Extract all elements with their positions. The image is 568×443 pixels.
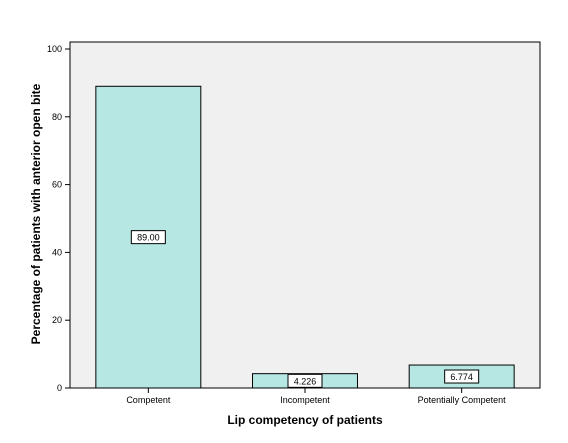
- data-label: 89.00: [137, 233, 160, 243]
- x-axis: Competent Incompetent Potentially Competen…: [126, 388, 506, 405]
- x-tick-label: Competent: [126, 395, 171, 405]
- y-tick-label: 100: [47, 44, 62, 54]
- data-labels: 89.00 4.226 6.774: [130, 230, 480, 388]
- x-axis-title: Lip competency of patients: [227, 413, 383, 427]
- y-tick-label: 20: [52, 315, 62, 325]
- y-axis-title: Percentage of patients with anterior ope…: [29, 83, 43, 344]
- y-tick-label: 40: [52, 247, 62, 257]
- y-tick-label: 0: [57, 383, 62, 393]
- data-label: 4.226: [294, 376, 317, 386]
- data-label-box: [130, 230, 166, 245]
- data-label: 6.774: [450, 372, 473, 382]
- y-axis: 0 20 40 60 80 100: [47, 44, 70, 393]
- y-tick-label: 60: [52, 180, 62, 190]
- x-tick-label: Incompetent: [280, 395, 330, 405]
- data-label-box: [444, 369, 480, 384]
- x-tick-label: Potentially Competent: [418, 395, 507, 405]
- data-label-box: [287, 373, 323, 388]
- y-tick-label: 80: [52, 112, 62, 122]
